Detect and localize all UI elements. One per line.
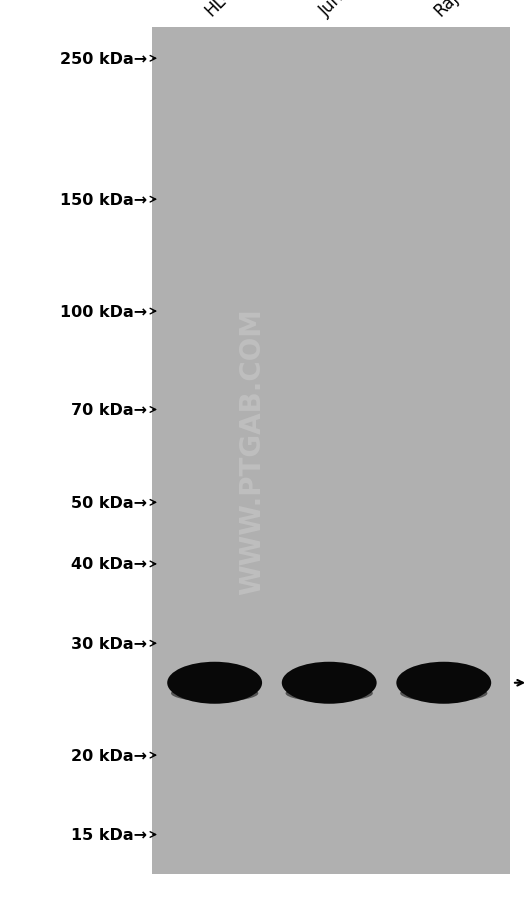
Ellipse shape [171,686,258,702]
Text: 40 kDa→: 40 kDa→ [71,557,147,572]
Text: 30 kDa→: 30 kDa→ [71,636,147,651]
Ellipse shape [400,686,488,702]
Text: 70 kDa→: 70 kDa→ [71,402,147,418]
Text: 250 kDa→: 250 kDa→ [60,51,147,67]
Ellipse shape [167,662,262,704]
Text: 20 kDa→: 20 kDa→ [71,748,147,763]
Text: Raji: Raji [431,0,465,20]
Text: 100 kDa→: 100 kDa→ [60,304,147,319]
Text: WWW.PTGAB.COM: WWW.PTGAB.COM [238,308,266,594]
Text: Jurkat: Jurkat [316,0,364,20]
Text: 150 kDa→: 150 kDa→ [60,192,147,207]
Text: HL-60: HL-60 [202,0,249,20]
Ellipse shape [282,662,377,704]
Text: 50 kDa→: 50 kDa→ [71,495,147,511]
Text: 15 kDa→: 15 kDa→ [71,827,147,842]
Ellipse shape [396,662,491,704]
Ellipse shape [286,686,373,702]
Bar [152,28,510,874]
